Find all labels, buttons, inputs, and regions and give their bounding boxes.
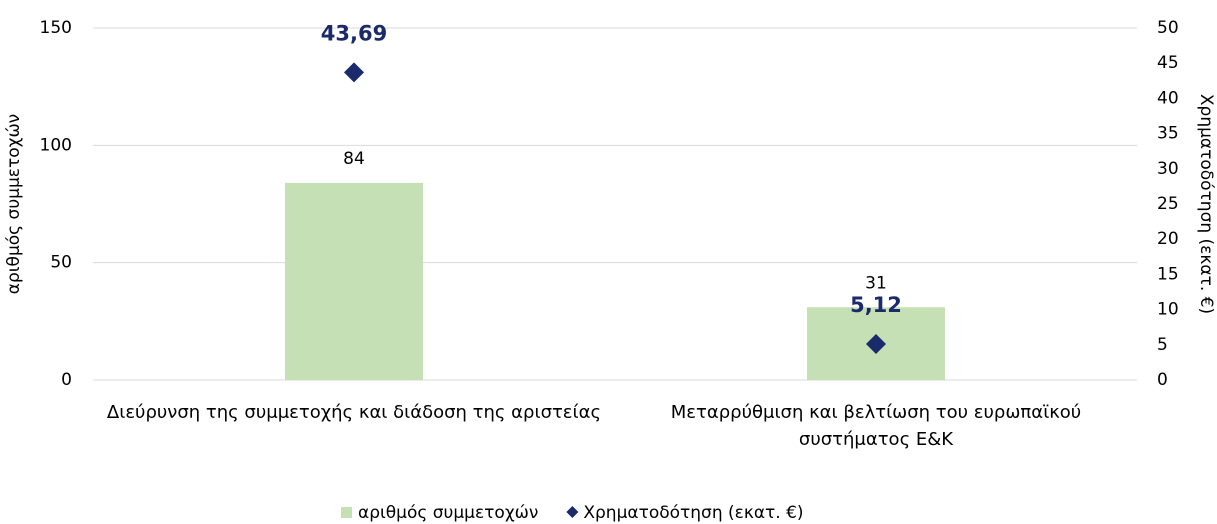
- y2-tick-label: 25: [1157, 194, 1179, 214]
- marker: [866, 333, 886, 354]
- marker: [344, 62, 364, 83]
- y2-tick-label: 30: [1157, 159, 1179, 179]
- y-tick-label: 0: [61, 370, 72, 390]
- y2-tick-label: 50: [1157, 18, 1179, 38]
- marker-value-label: 5,12: [850, 293, 902, 317]
- y-tick-label: 50: [50, 253, 72, 273]
- y2-tick-label: 35: [1157, 124, 1179, 144]
- y-axis-title: αριθμός συμμετοχών: [4, 114, 24, 294]
- legend-swatch: [566, 506, 579, 518]
- bar-value-label: 84: [343, 149, 365, 169]
- legend-swatch: [341, 507, 352, 518]
- y2-tick-label: 40: [1157, 88, 1179, 108]
- y2-tick-label: 0: [1157, 370, 1168, 390]
- x-tick-label: Μεταρρύθμιση και βελτίωση του ευρωπαϊκού…: [670, 402, 1082, 450]
- bar-value-label: 31: [865, 273, 887, 293]
- legend-label: Χρηματοδότηση (εκατ. €): [583, 503, 803, 523]
- y2-tick-label: 15: [1157, 264, 1179, 284]
- y2-axis-title: Χρηματοδότηση (εκατ. €): [1196, 94, 1216, 314]
- y2-tick-label: 10: [1157, 300, 1179, 320]
- y2-tick-label: 5: [1157, 335, 1168, 355]
- y2-tick-label: 45: [1157, 53, 1179, 73]
- marker-value-label: 43,69: [321, 21, 387, 45]
- x-tick-label: Διεύρυνση της συμμετοχής και διάδοση της…: [106, 402, 602, 423]
- y2-tick-label: 20: [1157, 229, 1179, 249]
- bar: [285, 182, 423, 380]
- legend-label: αριθμός συμμετοχών: [358, 503, 538, 523]
- y-tick-label: 100: [40, 135, 72, 155]
- y-tick-label: 150: [40, 18, 72, 38]
